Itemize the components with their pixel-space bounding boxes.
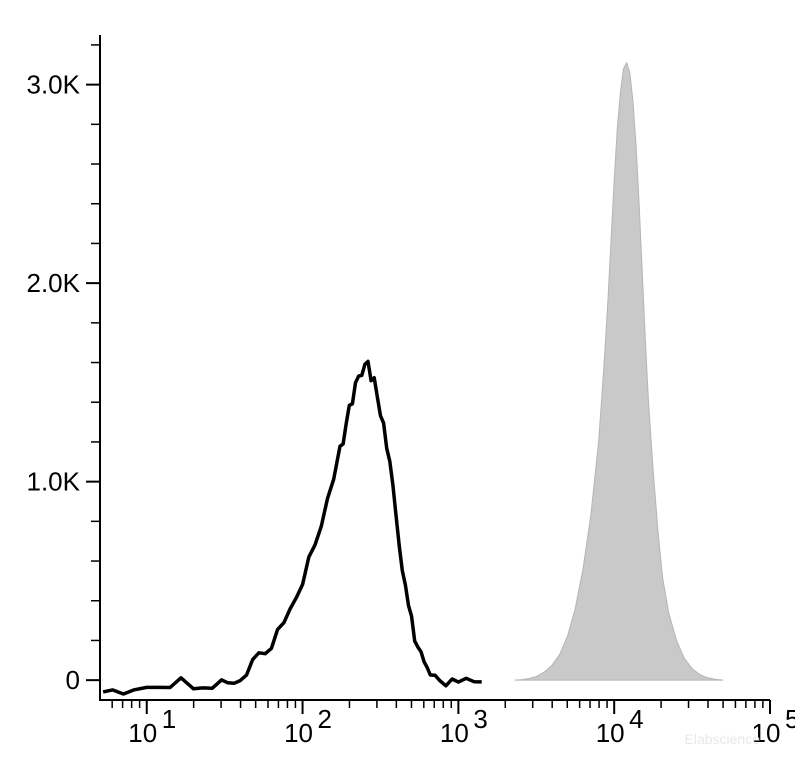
y-tick-label: 2.0K xyxy=(27,268,81,298)
watermark: Elabscience xyxy=(685,731,761,747)
y-tick-label: 1.0K xyxy=(27,467,81,497)
x-tick-label-base: 10 xyxy=(284,718,313,748)
x-tick-label-base: 10 xyxy=(128,718,157,748)
chart-svg: 01.0K2.0K3.0K101102103104105Elabscience xyxy=(0,0,795,773)
series-outline_peak xyxy=(103,361,482,694)
x-tick-label-exp: 5 xyxy=(785,704,795,734)
x-tick-label-base: 10 xyxy=(440,718,469,748)
histogram-chart: 01.0K2.0K3.0K101102103104105Elabscience xyxy=(0,0,795,773)
x-tick-label-exp: 2 xyxy=(318,704,332,734)
x-tick-label-exp: 1 xyxy=(162,704,176,734)
x-tick-label-exp: 4 xyxy=(629,704,643,734)
x-tick-label-base: 10 xyxy=(596,718,625,748)
axis-frame xyxy=(100,35,770,700)
x-tick-label-exp: 3 xyxy=(473,704,487,734)
y-tick-label: 0 xyxy=(66,665,80,695)
series-filled_peak xyxy=(515,63,724,680)
y-tick-label: 3.0K xyxy=(27,70,81,100)
